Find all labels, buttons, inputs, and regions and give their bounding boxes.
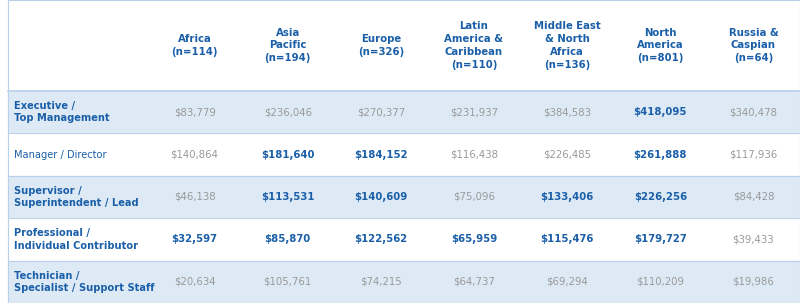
Text: $105,761: $105,761 — [263, 277, 312, 287]
Text: $46,138: $46,138 — [174, 192, 215, 202]
Text: Supervisor /
Superintendent / Lead: Supervisor / Superintendent / Lead — [14, 186, 138, 208]
Text: $113,531: $113,531 — [261, 192, 314, 202]
Text: $19,986: $19,986 — [733, 277, 774, 287]
Text: Europe
(n=326): Europe (n=326) — [358, 34, 404, 57]
Text: $140,864: $140,864 — [170, 149, 218, 160]
Text: $140,609: $140,609 — [354, 192, 407, 202]
Text: $85,870: $85,870 — [265, 234, 311, 245]
Text: North
America
(n=801): North America (n=801) — [637, 28, 683, 63]
Text: Professional /
Individual Contributor: Professional / Individual Contributor — [14, 228, 138, 251]
Text: $39,433: $39,433 — [733, 234, 774, 245]
Bar — [8, 0, 800, 91]
Bar — [8, 261, 800, 303]
Bar — [8, 176, 800, 218]
Text: $122,562: $122,562 — [354, 234, 407, 245]
Text: Technician /
Specialist / Support Staff: Technician / Specialist / Support Staff — [14, 271, 154, 293]
Text: $418,095: $418,095 — [634, 107, 687, 117]
Text: $65,959: $65,959 — [451, 234, 497, 245]
Text: Manager / Director: Manager / Director — [14, 149, 106, 160]
Text: $74,215: $74,215 — [360, 277, 402, 287]
Text: $64,737: $64,737 — [453, 277, 495, 287]
Bar — [8, 91, 800, 133]
Text: $340,478: $340,478 — [730, 107, 778, 117]
Text: $84,428: $84,428 — [733, 192, 774, 202]
Bar — [8, 133, 800, 176]
Text: Africa
(n=114): Africa (n=114) — [171, 34, 218, 57]
Text: $75,096: $75,096 — [453, 192, 495, 202]
Text: $69,294: $69,294 — [546, 277, 588, 287]
Text: $179,727: $179,727 — [634, 234, 686, 245]
Text: $226,256: $226,256 — [634, 192, 687, 202]
Text: Russia &
Caspian
(n=64): Russia & Caspian (n=64) — [729, 28, 778, 63]
Text: $20,634: $20,634 — [174, 277, 215, 287]
Text: Executive /
Top Management: Executive / Top Management — [14, 101, 110, 123]
Text: $236,046: $236,046 — [264, 107, 312, 117]
Text: $117,936: $117,936 — [730, 149, 778, 160]
Text: $184,152: $184,152 — [354, 149, 408, 160]
Text: Latin
America &
Caribbean
(n=110): Latin America & Caribbean (n=110) — [445, 21, 503, 70]
Text: $261,888: $261,888 — [634, 149, 687, 160]
Text: Asia
Pacific
(n=194): Asia Pacific (n=194) — [265, 28, 311, 63]
Text: $32,597: $32,597 — [171, 234, 218, 245]
Text: $115,476: $115,476 — [541, 234, 594, 245]
Text: $110,209: $110,209 — [636, 277, 684, 287]
Text: $384,583: $384,583 — [543, 107, 591, 117]
Text: $270,377: $270,377 — [357, 107, 405, 117]
Text: $226,485: $226,485 — [543, 149, 591, 160]
Text: $133,406: $133,406 — [541, 192, 594, 202]
Text: $116,438: $116,438 — [450, 149, 498, 160]
Bar — [8, 218, 800, 261]
Text: $231,937: $231,937 — [450, 107, 498, 117]
Text: $83,779: $83,779 — [174, 107, 215, 117]
Text: $181,640: $181,640 — [261, 149, 314, 160]
Text: Middle East
& North
Africa
(n=136): Middle East & North Africa (n=136) — [534, 21, 601, 70]
